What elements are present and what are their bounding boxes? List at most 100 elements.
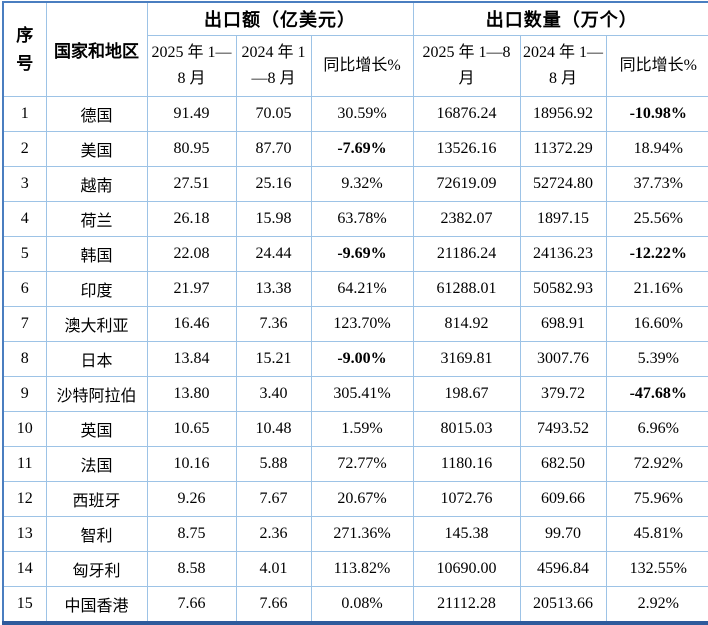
export-value-growth-cell: 9.32% [310, 166, 414, 202]
export-value-2025-cell: 22.08 [146, 236, 237, 272]
header-qty-2025: 2025 年 1—8 月 [412, 35, 521, 97]
export-qty-2024-cell: 379.72 [519, 376, 607, 412]
export-value-growth-cell: 113.82% [310, 551, 414, 587]
export-value-2025-cell: 9.26 [146, 481, 237, 517]
export-qty-2024-cell: 4596.84 [519, 551, 607, 587]
serial-cell: 4 [2, 201, 47, 237]
table-row: 11 法国 10.16 5.88 72.77% 1180.16 682.50 7… [2, 446, 708, 482]
serial-cell: 3 [2, 166, 47, 202]
export-qty-2024-cell: 50582.93 [519, 271, 607, 307]
export-qty-2025-cell: 1180.16 [412, 446, 521, 482]
export-qty-2024-cell: 24136.23 [519, 236, 607, 272]
header-row-periods: 2025 年 1—8 月 2024 年 1—8 月 同比增长% 2025 年 1… [3, 35, 708, 97]
export-qty-2025-cell: 814.92 [412, 306, 521, 342]
export-value-2025-cell: 7.66 [146, 586, 237, 624]
export-value-growth-cell: 305.41% [310, 376, 414, 412]
export-qty-2024-cell: 7493.52 [519, 411, 607, 447]
export-qty-2025-cell: 21112.28 [412, 586, 521, 624]
export-qty-2024-cell: 682.50 [519, 446, 607, 482]
country-cell: 智利 [45, 516, 148, 552]
country-cell: 美国 [45, 131, 148, 167]
export-value-growth-cell: -9.69% [310, 236, 414, 272]
header-serial: 序号 [2, 1, 47, 97]
table-row: 4 荷兰 26.18 15.98 63.78% 2382.07 1897.15 … [2, 201, 708, 237]
serial-cell: 9 [2, 376, 47, 412]
export-qty-growth-cell: 72.92% [605, 446, 708, 482]
export-value-2025-cell: 16.46 [146, 306, 237, 342]
export-qty-growth-cell: 18.94% [605, 131, 708, 167]
country-cell: 中国香港 [45, 586, 148, 624]
country-cell: 日本 [45, 341, 148, 377]
serial-cell: 10 [2, 411, 47, 447]
table-row: 14 匈牙利 8.58 4.01 113.82% 10690.00 4596.8… [2, 551, 708, 587]
table-row: 13 智利 8.75 2.36 271.36% 145.38 99.70 45.… [2, 516, 708, 552]
export-qty-2024-cell: 3007.76 [519, 341, 607, 377]
export-value-growth-cell: -9.00% [310, 341, 414, 377]
export-qty-2024-cell: 99.70 [519, 516, 607, 552]
export-qty-growth-cell: 2.92% [605, 586, 708, 624]
country-cell: 西班牙 [45, 481, 148, 517]
table-row: 9 沙特阿拉伯 13.80 3.40 305.41% 198.67 379.72… [2, 376, 708, 412]
serial-cell: 13 [2, 516, 47, 552]
country-cell: 德国 [45, 96, 148, 132]
country-cell: 荷兰 [45, 201, 148, 237]
export-qty-growth-cell: 6.96% [605, 411, 708, 447]
table-row: 1 德国 91.49 70.05 30.59% 16876.24 18956.9… [2, 96, 708, 132]
export-qty-2024-cell: 20513.66 [519, 586, 607, 624]
export-qty-2025-cell: 21186.24 [412, 236, 521, 272]
export-value-2024-cell: 2.36 [235, 516, 312, 552]
export-value-2025-cell: 10.65 [146, 411, 237, 447]
export-value-2025-cell: 8.75 [146, 516, 237, 552]
table-header: 序号 国家和地区 出口额（亿美元） 出口数量（万个） 2025 年 1—8 月 … [2, 1, 708, 97]
header-country: 国家和地区 [45, 1, 148, 97]
export-value-2024-cell: 10.48 [235, 411, 312, 447]
export-value-growth-cell: 20.67% [310, 481, 414, 517]
header-row-groups: 序号 国家和地区 出口额（亿美元） 出口数量（万个） [2, 1, 708, 97]
serial-cell: 8 [2, 341, 47, 377]
table-row: 10 英国 10.65 10.48 1.59% 8015.03 7493.52 … [2, 411, 708, 447]
header-export-value-group: 出口额（亿美元） [146, 1, 414, 36]
export-qty-2024-cell: 698.91 [519, 306, 607, 342]
export-value-growth-cell: 123.70% [310, 306, 414, 342]
export-value-2024-cell: 25.16 [235, 166, 312, 202]
table-row: 7 澳大利亚 16.46 7.36 123.70% 814.92 698.91 … [2, 306, 708, 342]
header-qty-growth: 同比增长% [605, 35, 708, 97]
serial-cell: 12 [2, 481, 47, 517]
table-row: 5 韩国 22.08 24.44 -9.69% 21186.24 24136.2… [2, 236, 708, 272]
export-qty-growth-cell: 45.81% [605, 516, 708, 552]
export-value-growth-cell: 72.77% [310, 446, 414, 482]
export-value-2024-cell: 7.67 [235, 481, 312, 517]
export-qty-2025-cell: 1072.76 [412, 481, 521, 517]
export-qty-growth-cell: 16.60% [605, 306, 708, 342]
export-qty-2025-cell: 198.67 [412, 376, 521, 412]
export-value-growth-cell: 64.21% [310, 271, 414, 307]
country-cell: 英国 [45, 411, 148, 447]
export-qty-2025-cell: 10690.00 [412, 551, 521, 587]
export-value-2025-cell: 8.58 [146, 551, 237, 587]
export-value-2024-cell: 87.70 [235, 131, 312, 167]
export-value-2025-cell: 10.16 [146, 446, 237, 482]
export-qty-2025-cell: 8015.03 [412, 411, 521, 447]
country-cell: 越南 [45, 166, 148, 202]
export-qty-growth-cell: 21.16% [605, 271, 708, 307]
export-value-2024-cell: 24.44 [235, 236, 312, 272]
serial-cell: 6 [2, 271, 47, 307]
country-cell: 匈牙利 [45, 551, 148, 587]
export-qty-2025-cell: 61288.01 [412, 271, 521, 307]
country-cell: 韩国 [45, 236, 148, 272]
export-qty-2024-cell: 18956.92 [519, 96, 607, 132]
table-row: 2 美国 80.95 87.70 -7.69% 13526.16 11372.2… [2, 131, 708, 167]
export-qty-2024-cell: 1897.15 [519, 201, 607, 237]
export-value-2025-cell: 91.49 [146, 96, 237, 132]
table-body: 1 德国 91.49 70.05 30.59% 16876.24 18956.9… [2, 96, 708, 624]
export-qty-2024-cell: 609.66 [519, 481, 607, 517]
export-value-2025-cell: 26.18 [146, 201, 237, 237]
table-row: 3 越南 27.51 25.16 9.32% 72619.09 52724.80… [2, 166, 708, 202]
header-value-growth: 同比增长% [310, 35, 414, 97]
country-cell: 印度 [45, 271, 148, 307]
export-qty-growth-cell: 5.39% [605, 341, 708, 377]
table-row: 12 西班牙 9.26 7.67 20.67% 1072.76 609.66 7… [2, 481, 708, 517]
serial-cell: 5 [2, 236, 47, 272]
